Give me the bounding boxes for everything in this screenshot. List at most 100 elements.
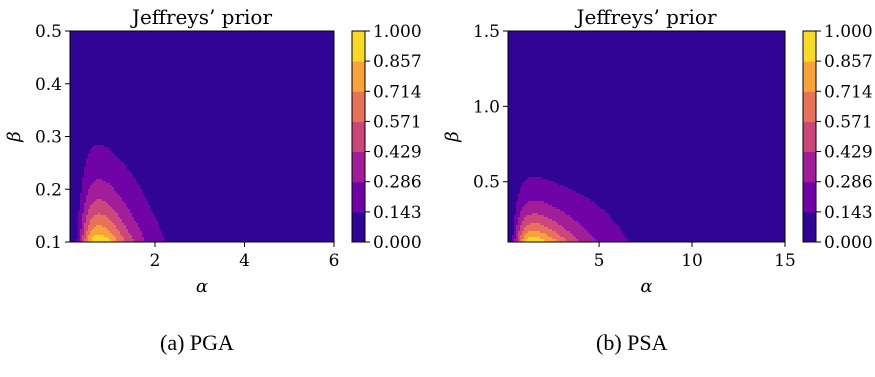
contour-cell (84, 205, 87, 208)
contour-cell (118, 189, 121, 192)
contour-cell (110, 215, 113, 218)
contour-cell (540, 191, 543, 194)
contour-cell (102, 147, 105, 150)
contour-cell (124, 207, 127, 210)
contour-cell (124, 201, 127, 204)
contour-cell (92, 199, 95, 202)
contour-cell (518, 211, 521, 214)
contour-cell (548, 229, 551, 232)
contour-cell (104, 149, 107, 152)
contour-cell (518, 201, 521, 204)
contour-cell (88, 227, 91, 230)
contour-cell (574, 227, 577, 230)
contour-cell (542, 191, 545, 194)
contour-cell (560, 201, 563, 204)
contour-cell (148, 235, 151, 238)
contour-cell (562, 233, 565, 236)
contour-cell (544, 205, 547, 208)
contour-cell (132, 239, 135, 242)
contour-cell (96, 213, 99, 216)
contour-cell (544, 185, 547, 188)
contour-cell (544, 199, 547, 202)
contour-cell (544, 215, 547, 218)
contour-cell (116, 169, 119, 172)
contour-cell (104, 221, 107, 224)
contour-cell (536, 229, 539, 232)
contour-cell (534, 189, 537, 192)
contour-cell (84, 209, 87, 212)
contour-cell (528, 183, 531, 186)
contour-cell (108, 227, 111, 230)
contour-cell (86, 183, 89, 186)
contour-cell (566, 215, 569, 218)
contour-cell (82, 197, 85, 200)
contour-cell (80, 227, 83, 230)
contour-cell (132, 213, 135, 216)
contour-cell (548, 239, 551, 242)
contour-cell (528, 233, 531, 236)
contour-cell (126, 189, 129, 192)
contour-cell (84, 175, 87, 178)
contour-cell (580, 237, 583, 240)
contour-cell (104, 173, 107, 176)
contour-cell (90, 197, 93, 200)
contour-cell (134, 191, 137, 194)
contour-cell (104, 213, 107, 216)
contour-cell (582, 203, 585, 206)
contour-cell (526, 225, 529, 228)
contour-cell (544, 233, 547, 236)
contour-cell (584, 201, 587, 204)
contour-cell (90, 207, 93, 210)
contour-cell (80, 233, 83, 236)
contour-cell (556, 229, 559, 232)
contour-cell (98, 175, 101, 178)
contour-cell (614, 237, 617, 240)
contour-cell (566, 219, 569, 222)
contour-cell (548, 185, 551, 188)
contour-cell (104, 161, 107, 164)
contour-cell (590, 205, 593, 208)
contour-cell (108, 177, 111, 180)
contour-cell (524, 221, 527, 224)
contour-cell (612, 237, 615, 240)
contour-cell (150, 215, 153, 218)
contour-cell (524, 223, 527, 226)
contour-cell (564, 203, 567, 206)
contour-cell (586, 197, 589, 200)
contour-cell (590, 229, 593, 232)
contour-cell (98, 235, 101, 238)
contour-cell (528, 209, 531, 212)
contour-cell (538, 187, 541, 190)
contour-cell (524, 217, 527, 220)
contour-cell (582, 215, 585, 218)
contour-cell (110, 213, 113, 216)
contour-cell (128, 211, 131, 214)
contour-cell (100, 225, 103, 228)
contour-cell (580, 207, 583, 210)
contour-cell (92, 189, 95, 192)
contour-cell (562, 199, 565, 202)
contour-cell (102, 157, 105, 160)
contour-cell (132, 205, 135, 208)
contour-cell (82, 189, 85, 192)
contour-cell (110, 217, 113, 220)
contour-cell (154, 221, 157, 224)
contour-cell (122, 183, 125, 186)
contour-cell (516, 219, 519, 222)
contour-cell (98, 205, 101, 208)
contour-cell (102, 207, 105, 210)
contour-cell (618, 229, 621, 232)
y-tick-label: 0.5 (473, 173, 500, 193)
contour-cell (550, 185, 553, 188)
contour-cell (522, 227, 525, 230)
contour-cell (586, 237, 589, 240)
contour-cell (110, 235, 113, 238)
contour-cell (116, 211, 119, 214)
contour-cell (536, 181, 539, 184)
contour-cell (92, 235, 95, 238)
contour-cell (150, 237, 153, 240)
contour-cell (114, 197, 117, 200)
contour-cell (518, 237, 521, 240)
contour-cell (586, 215, 589, 218)
contour-cell (128, 217, 131, 220)
